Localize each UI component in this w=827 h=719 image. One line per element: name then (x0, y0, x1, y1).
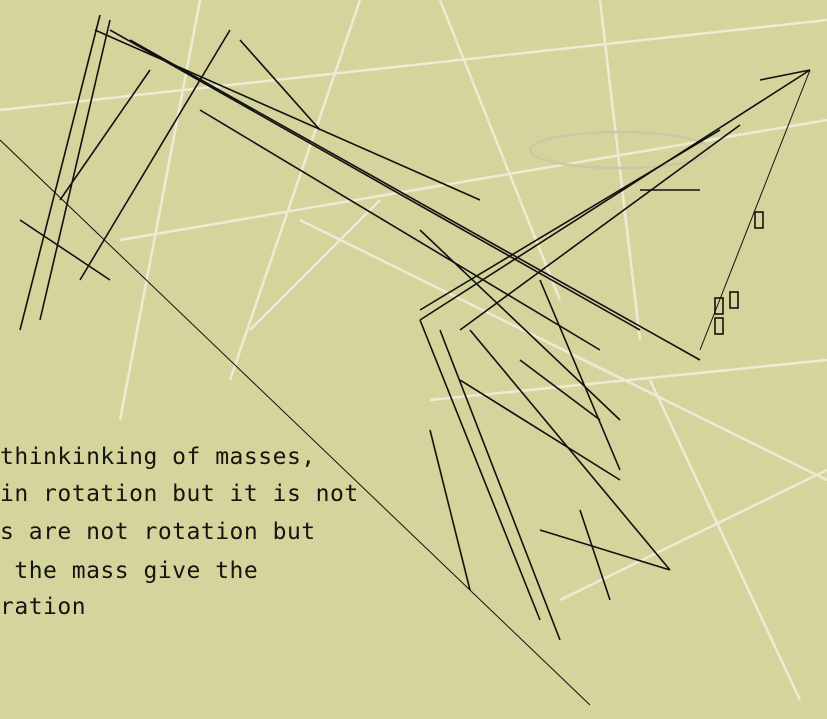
stroke (0, 18, 827, 112)
line (419, 319, 541, 621)
line (39, 19, 111, 321)
line (429, 429, 471, 591)
line (129, 39, 701, 361)
line (199, 109, 601, 351)
line (459, 379, 621, 481)
line (459, 124, 741, 331)
mark (714, 317, 724, 335)
line (79, 29, 231, 281)
stroke (559, 468, 827, 602)
line (579, 509, 611, 601)
line (419, 69, 811, 321)
white-strokes (0, 0, 827, 701)
line (19, 14, 101, 331)
line (239, 39, 321, 131)
line (439, 329, 561, 641)
line (0, 139, 591, 706)
line (539, 279, 621, 471)
text-line: s are not rotation but (0, 519, 316, 545)
line (469, 329, 671, 571)
stroke (118, 0, 202, 421)
line (109, 29, 641, 331)
line (419, 129, 721, 311)
text-line: ration (0, 594, 87, 620)
black-lines (0, 14, 811, 706)
mark (754, 211, 764, 229)
stroke (249, 199, 381, 331)
mark (714, 297, 724, 315)
stroke (598, 0, 642, 341)
stroke (228, 0, 362, 381)
line (19, 219, 111, 281)
stroke (648, 379, 802, 701)
line (59, 69, 151, 201)
stroke (299, 218, 827, 482)
stroke (119, 118, 827, 242)
line (759, 69, 811, 81)
line (519, 359, 601, 421)
text-line: the mass give the (0, 558, 259, 584)
stroke (429, 358, 827, 402)
line (419, 229, 621, 421)
stroke (438, 0, 562, 301)
text-line: thinkinking of masses, (0, 444, 316, 470)
text-line: in rotation but it is not (0, 481, 359, 507)
line (94, 29, 481, 201)
stroke (528, 130, 712, 170)
mark (729, 291, 739, 309)
line (699, 69, 811, 351)
line (539, 529, 671, 571)
